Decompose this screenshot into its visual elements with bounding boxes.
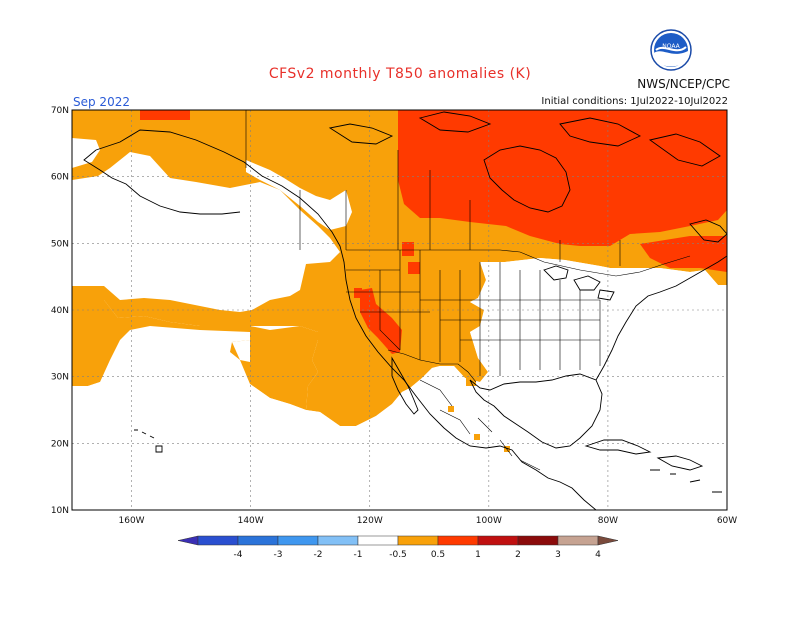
latitude-tick-label: 20N xyxy=(51,439,69,449)
anomaly-patch xyxy=(452,342,470,360)
anomaly-patch xyxy=(474,434,480,440)
legend-swatch xyxy=(277,535,319,546)
neutral-region-hawaii-gap xyxy=(232,340,250,362)
map-title: CFSv2 monthly T850 anomalies (K) xyxy=(268,66,532,82)
longitude-tick-label: 80W xyxy=(598,516,618,526)
anomaly-region-red-arctic xyxy=(140,110,190,120)
gridlines xyxy=(72,110,727,510)
anomaly-region-red-canada xyxy=(398,110,727,246)
noaa-logo: NOAA xyxy=(650,29,692,71)
legend-swatch xyxy=(477,535,519,546)
anomaly-region-red-rockies xyxy=(354,242,420,298)
legend-label: 4 xyxy=(595,550,601,560)
legend-swatch xyxy=(517,535,559,546)
longitude-labels: 160W 140W 120W 100W 80W 60W xyxy=(119,516,738,526)
neutral-region-south xyxy=(72,376,360,510)
forecast-month: Sep 2022 xyxy=(73,95,130,109)
legend-swatch xyxy=(237,535,279,546)
legend-label: -4 xyxy=(234,550,243,560)
neutral-region-bering xyxy=(72,138,100,168)
legend-label: -2 xyxy=(314,550,323,560)
longitude-tick-label: 60W xyxy=(717,516,737,526)
legend-swatch xyxy=(397,535,439,546)
logo-text: NOAA xyxy=(662,43,680,50)
longitude-tick-label: 160W xyxy=(119,516,145,526)
anomaly-region-red-southwest xyxy=(360,288,402,354)
legend-swatch xyxy=(197,535,239,546)
neutral-region-east-us xyxy=(356,258,727,510)
latitude-tick-label: 50N xyxy=(51,239,69,249)
legend-label: -0.5 xyxy=(389,550,407,560)
agency-label: NWS/NCEP/CPC xyxy=(637,77,730,91)
longitude-tick-label: 100W xyxy=(476,516,502,526)
legend-label: 2 xyxy=(515,550,521,560)
latitude-labels: 70N 60N 50N 40N 30N 20N 10N xyxy=(51,106,69,516)
latitude-tick-label: 30N xyxy=(51,373,69,383)
neutral-region-canada-nw xyxy=(246,160,352,230)
coastlines xyxy=(83,111,727,510)
legend-label: 3 xyxy=(555,550,561,560)
legend-label: -1 xyxy=(354,550,363,560)
legend-label: 0.5 xyxy=(431,550,445,560)
initial-conditions: Initial conditions: 1Jul2022-10Jul2022 xyxy=(541,96,728,107)
neutral-region-pacific xyxy=(72,152,340,312)
anomaly-patch xyxy=(448,406,454,412)
legend-label: 1 xyxy=(475,550,481,560)
map-frame xyxy=(71,109,728,511)
latitude-tick-label: 70N xyxy=(51,106,69,116)
legend-arrow-low xyxy=(177,535,199,546)
legend-arrow-high xyxy=(597,535,619,546)
latitude-tick-label: 40N xyxy=(51,306,69,316)
political-borders xyxy=(245,110,691,471)
anomaly-region-red-east xyxy=(640,236,727,272)
longitude-tick-label: 120W xyxy=(357,516,383,526)
anomaly-region-orange-pacific xyxy=(72,300,318,410)
legend-swatch xyxy=(557,535,599,546)
legend-swatch xyxy=(437,535,479,546)
latitude-tick-label: 60N xyxy=(51,173,69,183)
legend-label: -3 xyxy=(274,550,283,560)
legend-swatch xyxy=(317,535,359,546)
latitude-tick-label: 10N xyxy=(51,506,69,516)
legend-swatch xyxy=(357,535,399,546)
color-legend: -4 -3 -2 -1 -0.5 0.5 1 2 3 4 xyxy=(177,535,619,560)
longitude-tick-label: 140W xyxy=(238,516,264,526)
